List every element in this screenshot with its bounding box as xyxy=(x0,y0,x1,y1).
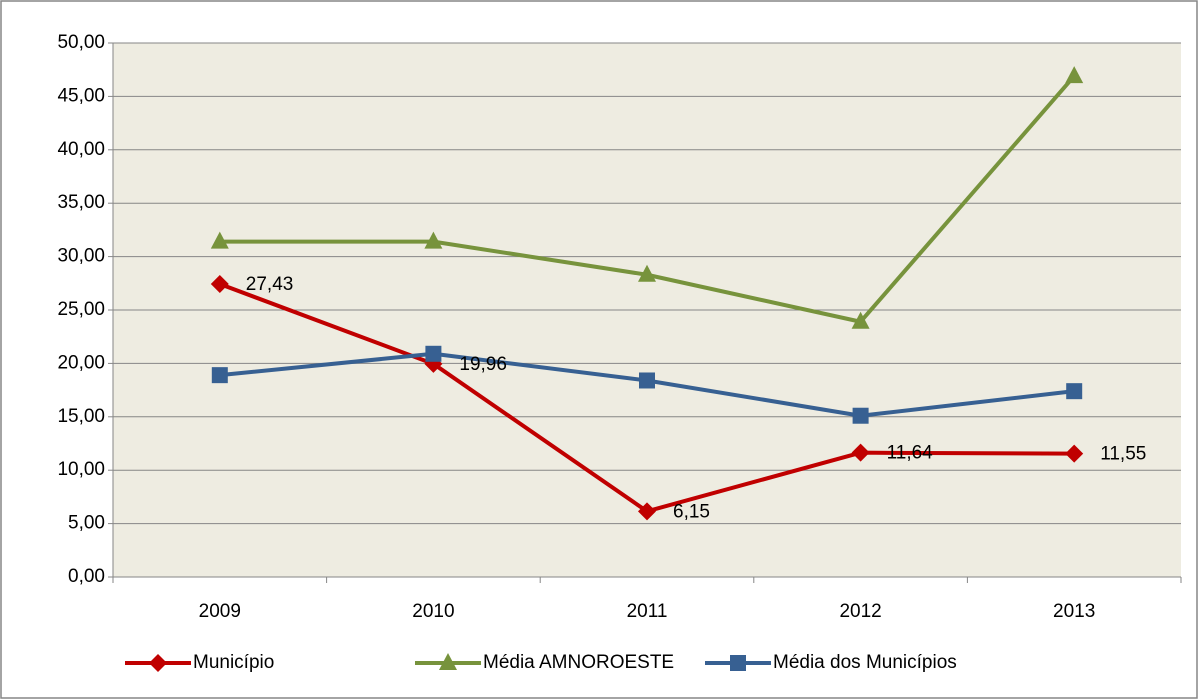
data-label: 19,96 xyxy=(459,354,507,375)
marker xyxy=(439,653,457,670)
y-tick-label: 30,00 xyxy=(57,246,105,267)
y-tick-label: 5,00 xyxy=(68,513,105,534)
data-label: 6,15 xyxy=(673,501,710,522)
marker xyxy=(638,502,656,521)
y-tick-label: 25,00 xyxy=(57,299,105,320)
marker xyxy=(1065,66,1084,84)
x-tick-label: 2009 xyxy=(199,601,241,622)
marker xyxy=(851,311,870,329)
x-tick-label: 2011 xyxy=(627,601,668,622)
marker xyxy=(210,275,229,294)
legend-label: Média AMNOROESTE xyxy=(483,652,674,673)
marker xyxy=(1066,383,1083,400)
y-tick-label: 45,00 xyxy=(57,85,105,106)
data-label: 27,43 xyxy=(246,274,294,295)
data-label: 11,55 xyxy=(1100,444,1146,465)
x-tick-label: 2012 xyxy=(839,601,881,622)
y-tick-label: 10,00 xyxy=(57,459,105,480)
marker xyxy=(639,372,655,389)
legend-label: Média dos Municípios xyxy=(773,652,957,673)
marker xyxy=(424,231,443,249)
y-tick-label: 15,00 xyxy=(57,406,105,427)
marker xyxy=(638,264,656,282)
y-tick-label: 50,00 xyxy=(57,32,105,53)
marker xyxy=(1065,444,1084,463)
y-tick-label: 20,00 xyxy=(57,352,105,373)
marker xyxy=(730,655,746,671)
marker xyxy=(851,443,870,462)
marker xyxy=(852,407,869,424)
x-tick-label: 2013 xyxy=(1053,601,1095,622)
legend-label: Município xyxy=(193,652,274,673)
data-label: 11,64 xyxy=(887,443,934,464)
y-tick-label: 40,00 xyxy=(57,139,105,160)
y-tick-label: 0,00 xyxy=(68,566,105,587)
y-tick-label: 35,00 xyxy=(57,192,105,213)
marker xyxy=(211,367,228,384)
x-tick-label: 2010 xyxy=(412,601,454,622)
marker xyxy=(210,231,229,249)
marker xyxy=(425,345,442,362)
marker xyxy=(149,654,167,672)
